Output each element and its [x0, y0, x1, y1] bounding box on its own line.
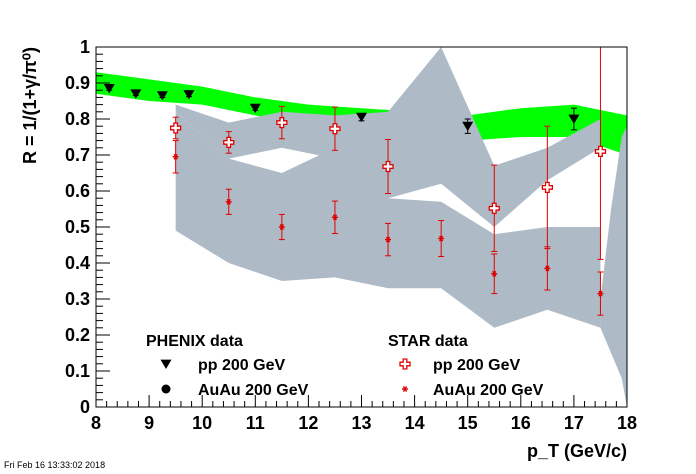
legend-entries: pp 200 GeV AuAu 200 GeV pp 200 GeV AuAu 200…: [160, 357, 544, 399]
legend-label: AuAu 200 GeV: [198, 382, 309, 399]
data-point: [130, 89, 142, 99]
star-stroke: [545, 265, 550, 272]
x-tick-label: 12: [298, 413, 318, 433]
y-tick-label: 0.9: [65, 73, 90, 93]
data-point: [156, 91, 168, 101]
legend-entry: pp 200 GeV: [399, 357, 520, 374]
auau-band-tail: [600, 126, 627, 407]
star-stroke: [385, 236, 391, 243]
legend-label: pp 200 GeV: [198, 357, 285, 374]
star-stroke: [279, 224, 284, 230]
x-axis-ticks: 8 9 10 11 12 13 14 15 16 17 18: [91, 395, 637, 433]
legend-marker: [399, 358, 411, 370]
data-point: [541, 181, 553, 194]
data-point: [103, 84, 115, 94]
x-tick-label: 14: [405, 413, 425, 433]
legend-entry: AuAu 200 GeV: [402, 382, 544, 399]
data-point: [594, 145, 607, 158]
data-point: [249, 103, 261, 114]
axes: 8 9 10 11 12 13 14 15 16 17 18 0 0.1 0.2 0.3 0.4 0.5 0.6…: [65, 37, 637, 433]
data-point: [169, 122, 182, 134]
y-axis-title: R = 1/(1+γ/π⁰): [20, 47, 40, 164]
y-tick-label: 0.7: [65, 145, 90, 165]
data-point: [223, 136, 235, 149]
y-tick-label: 0.6: [65, 181, 90, 201]
data-point: [488, 202, 500, 214]
series-star-auau-200-gev: [172, 140, 604, 316]
star-stroke: [402, 386, 408, 392]
legend-label: pp 200 GeV: [433, 357, 520, 374]
y-tick-label: 0.4: [65, 253, 90, 273]
y-tick-label: 0.8: [65, 109, 90, 129]
data-point: [172, 153, 179, 160]
y-tick-label: 0: [80, 397, 90, 417]
data-point: [544, 265, 551, 272]
series-star-pp-200-gev: [169, 46, 607, 260]
star-stroke: [439, 235, 444, 242]
x-tick-label: 10: [192, 413, 212, 433]
data-point: [597, 290, 604, 297]
x-tick-label: 17: [564, 413, 584, 433]
legend-marker: [161, 384, 171, 394]
x-tick-label: 11: [246, 413, 265, 433]
data-point: [329, 123, 341, 135]
x-tick-label: 15: [458, 413, 478, 433]
legend-header-star: STAR data: [388, 333, 468, 350]
data-point: [183, 90, 195, 100]
y-axis-ticks: 0 0.1 0.2 0.3 0.4 0.5 0.6 0.7 0.8 0.9 1: [65, 37, 110, 417]
data-point: [462, 121, 474, 132]
star-stroke: [226, 198, 231, 205]
legend-marker: [402, 386, 408, 392]
y-tick-label: 0.3: [65, 289, 90, 309]
timestamp: Fri Feb 16 13:33:02 2018: [4, 460, 106, 470]
data-point: [385, 236, 392, 243]
data-point: [438, 235, 445, 242]
star-stroke: [598, 290, 603, 297]
series-phenix-pp-200-gev: [103, 84, 580, 134]
legend-label: AuAu 200 GeV: [433, 382, 544, 399]
x-tick-label: 9: [144, 413, 154, 433]
x-tick-label: 16: [511, 413, 531, 433]
x-axis-title: p_T (GeV/c): [527, 441, 627, 461]
x-tick-label: 13: [351, 413, 371, 433]
legend-entry: AuAu 200 GeV: [161, 382, 309, 399]
star-stroke: [332, 214, 338, 221]
legend-entry: pp 200 GeV: [160, 357, 285, 374]
y-tick-label: 0.1: [65, 361, 90, 381]
legend-marker: [160, 359, 172, 369]
y-tick-label: 1: [80, 37, 90, 57]
data-point: [278, 224, 285, 230]
legend: PHENIX data STAR data pp 200 GeV AuAu 200…: [146, 333, 544, 399]
legend-header-phenix: PHENIX data: [146, 333, 243, 350]
data-points: [103, 46, 607, 316]
x-tick-label: 18: [617, 413, 637, 433]
data-point: [568, 114, 580, 124]
data-point: [356, 112, 367, 123]
data-point: [225, 198, 232, 205]
data-point: [331, 214, 338, 221]
x-tick-label: 8: [91, 413, 101, 433]
data-point: [382, 160, 394, 173]
y-tick-label: 0.2: [65, 325, 90, 345]
star-stroke: [173, 153, 178, 160]
star-stroke: [492, 270, 497, 277]
y-tick-label: 0.5: [65, 217, 90, 237]
data-point: [491, 270, 498, 277]
data-point: [276, 116, 288, 129]
